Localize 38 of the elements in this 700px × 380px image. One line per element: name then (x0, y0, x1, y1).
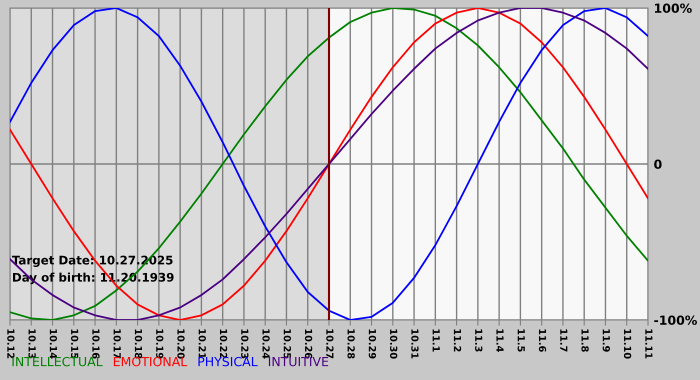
x-tick-label: 11.1 (432, 329, 440, 352)
x-tick-label: 10.24 (262, 329, 270, 359)
x-tick-label: 11.4 (496, 329, 504, 352)
x-tick-label: 10.17 (114, 329, 121, 358)
x-tick-label: 10.15 (70, 329, 78, 358)
x-tick-label: 10.30 (390, 329, 398, 359)
x-tick-label: 10.18 (134, 329, 142, 358)
y-tick-label: 0 (654, 159, 662, 169)
x-tick-label: 10.31 (411, 329, 419, 358)
x-tick-label: 10.29 (368, 329, 376, 358)
x-tick-label: 10.16 (92, 329, 100, 359)
text: PHYSICAL (198, 356, 258, 366)
x-tick-label: 11.6 (538, 329, 546, 352)
x-tick-label: 11.11 (645, 329, 652, 358)
text: INTUITIVE (268, 357, 328, 366)
x-tick-label: 11.9 (602, 329, 610, 352)
x-tick-label: 10.12 (7, 329, 15, 358)
x-tick-label: 10.22 (220, 329, 228, 358)
y-tick-label: 100% (654, 3, 692, 13)
x-tick-label: 11.2 (454, 329, 462, 352)
x-tick-label: 10.13 (28, 329, 36, 358)
x-tick-label: 11.10 (624, 329, 632, 359)
x-tick-label: 10.21 (198, 329, 206, 358)
x-tick-label: 10.25 (284, 329, 291, 358)
x-tick-label: 11.7 (560, 329, 568, 352)
x-tick-label: 10.20 (177, 329, 185, 359)
x-tick-label: 11.3 (475, 329, 482, 352)
x-tick-label: 10.28 (347, 329, 355, 358)
text: EMOTIONAL (114, 356, 188, 366)
text: INTELLECTUAL (12, 356, 103, 366)
x-tick-label: 11.5 (518, 329, 525, 352)
y-tick-label: -100% (654, 315, 697, 325)
x-tick-label: 11.8 (581, 329, 589, 352)
x-tick-label: 10.19 (156, 329, 164, 358)
x-tick-label: 10.26 (304, 329, 312, 359)
x-tick-label: 10.23 (241, 329, 248, 358)
x-tick-label: 10.27 (326, 329, 334, 358)
x-tick-label: 10.14 (50, 329, 58, 359)
